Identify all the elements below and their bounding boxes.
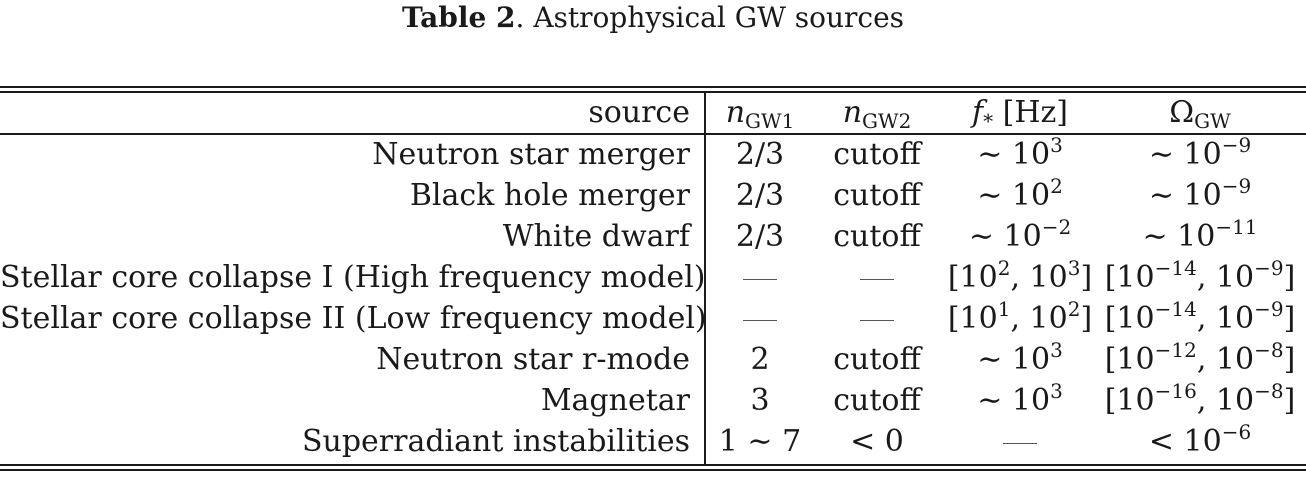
n-gw1-cell: 2/3	[735, 219, 785, 254]
table-title: . Astrophysical GW sources	[515, 1, 905, 34]
dash-mark	[1003, 442, 1037, 444]
n-gw1-cell: 2/3	[735, 178, 785, 213]
source-cell: Magnetar	[540, 383, 690, 418]
n-gw2-cell: cutoff	[833, 342, 921, 377]
f-star-cell: [102, 103]	[947, 256, 1093, 295]
table-row: Superradiant instabilities 1 ∼ 7 < 0 < 1…	[0, 421, 1306, 463]
table-row: Magnetar 3 cutoff ∼ 103 [10−16, 10−8]	[0, 380, 1306, 422]
table-row: White dwarf 2/3 cutoff ∼ 10−2 ∼ 10−11	[0, 216, 1306, 258]
source-cell: Black hole merger	[409, 178, 690, 213]
f-star-cell: ∼ 103	[977, 379, 1063, 418]
omega-gw-cell: [10−14, 10−9]	[1104, 297, 1296, 336]
table-caption: Table 2. Astrophysical GW sources	[0, 0, 1306, 40]
omega-gw-cell: < 10−6	[1148, 420, 1252, 459]
omega-gw-cell: ∼ 10−9	[1148, 174, 1252, 213]
n-gw1-cell	[708, 257, 812, 299]
n-gw1-cell: 2	[750, 342, 770, 377]
f-star-cell: ∼ 102	[977, 174, 1063, 213]
top-rule-1	[0, 86, 1306, 88]
omega-gw-cell: [10−14, 10−9]	[1104, 256, 1296, 295]
dash-mark	[860, 319, 894, 321]
top-rule-2	[0, 91, 1306, 93]
column-divider	[704, 93, 706, 464]
source-cell: Superradiant instabilities	[301, 424, 690, 459]
table-row: Stellar core collapse II (Low frequency …	[0, 298, 1306, 340]
header-n-gw1: nGW1	[725, 95, 795, 133]
f-star-cell	[940, 421, 1100, 463]
table-number: Table 2	[401, 1, 516, 34]
n-gw1-cell: 3	[750, 383, 770, 418]
table-row: Neutron star merger 2/3 cutoff ∼ 103 ∼ 1…	[0, 134, 1306, 176]
table-row: Black hole merger 2/3 cutoff ∼ 102 ∼ 10−…	[0, 175, 1306, 217]
header-n-gw2: nGW2	[842, 95, 912, 133]
n-gw2-cell: cutoff	[833, 383, 921, 418]
n-gw2-cell: cutoff	[833, 178, 921, 213]
dash-mark	[860, 278, 894, 280]
n-gw2-cell: cutoff	[833, 219, 921, 254]
n-gw2-cell	[818, 257, 936, 299]
table-row: Stellar core collapse I (High frequency …	[0, 257, 1306, 299]
f-star-cell: ∼ 10−2	[968, 215, 1072, 254]
omega-gw-cell: ∼ 10−11	[1142, 215, 1258, 254]
header-row: source nGW1 nGW2 f* [Hz] ΩGW	[0, 92, 1306, 134]
n-gw1-cell: 2/3	[735, 137, 785, 172]
source-cell: Neutron star r-mode	[376, 342, 690, 377]
dash-mark	[743, 319, 777, 321]
f-star-cell: [101, 102]	[947, 297, 1093, 336]
n-gw2-cell	[818, 298, 936, 340]
bottom-rule-2	[0, 469, 1306, 471]
dash-mark	[743, 278, 777, 280]
omega-gw-cell: ∼ 10−9	[1148, 133, 1252, 172]
table-row: Neutron star r-mode 2 cutoff ∼ 103 [10−1…	[0, 339, 1306, 381]
n-gw1-cell	[708, 298, 812, 340]
source-cell: White dwarf	[502, 219, 690, 254]
n-gw2-cell: cutoff	[833, 137, 921, 172]
header-f-star: f* [Hz]	[971, 95, 1069, 133]
header-omega-gw: ΩGW	[1169, 95, 1231, 133]
bottom-rule-1	[0, 464, 1306, 466]
source-cell: Neutron star merger	[372, 137, 690, 172]
source-cell: Stellar core collapse I (High frequency …	[0, 260, 706, 295]
omega-gw-cell: [10−12, 10−8]	[1104, 338, 1296, 377]
omega-gw-cell: [10−16, 10−8]	[1104, 379, 1296, 418]
f-star-cell: ∼ 103	[977, 338, 1063, 377]
n-gw1-cell: 1 ∼ 7	[718, 424, 802, 459]
header-rule	[0, 133, 1306, 135]
header-source: source	[588, 95, 690, 130]
source-cell: Stellar core collapse II (Low frequency …	[0, 301, 707, 336]
n-gw2-cell: < 0	[850, 424, 904, 459]
f-star-cell: ∼ 103	[977, 133, 1063, 172]
